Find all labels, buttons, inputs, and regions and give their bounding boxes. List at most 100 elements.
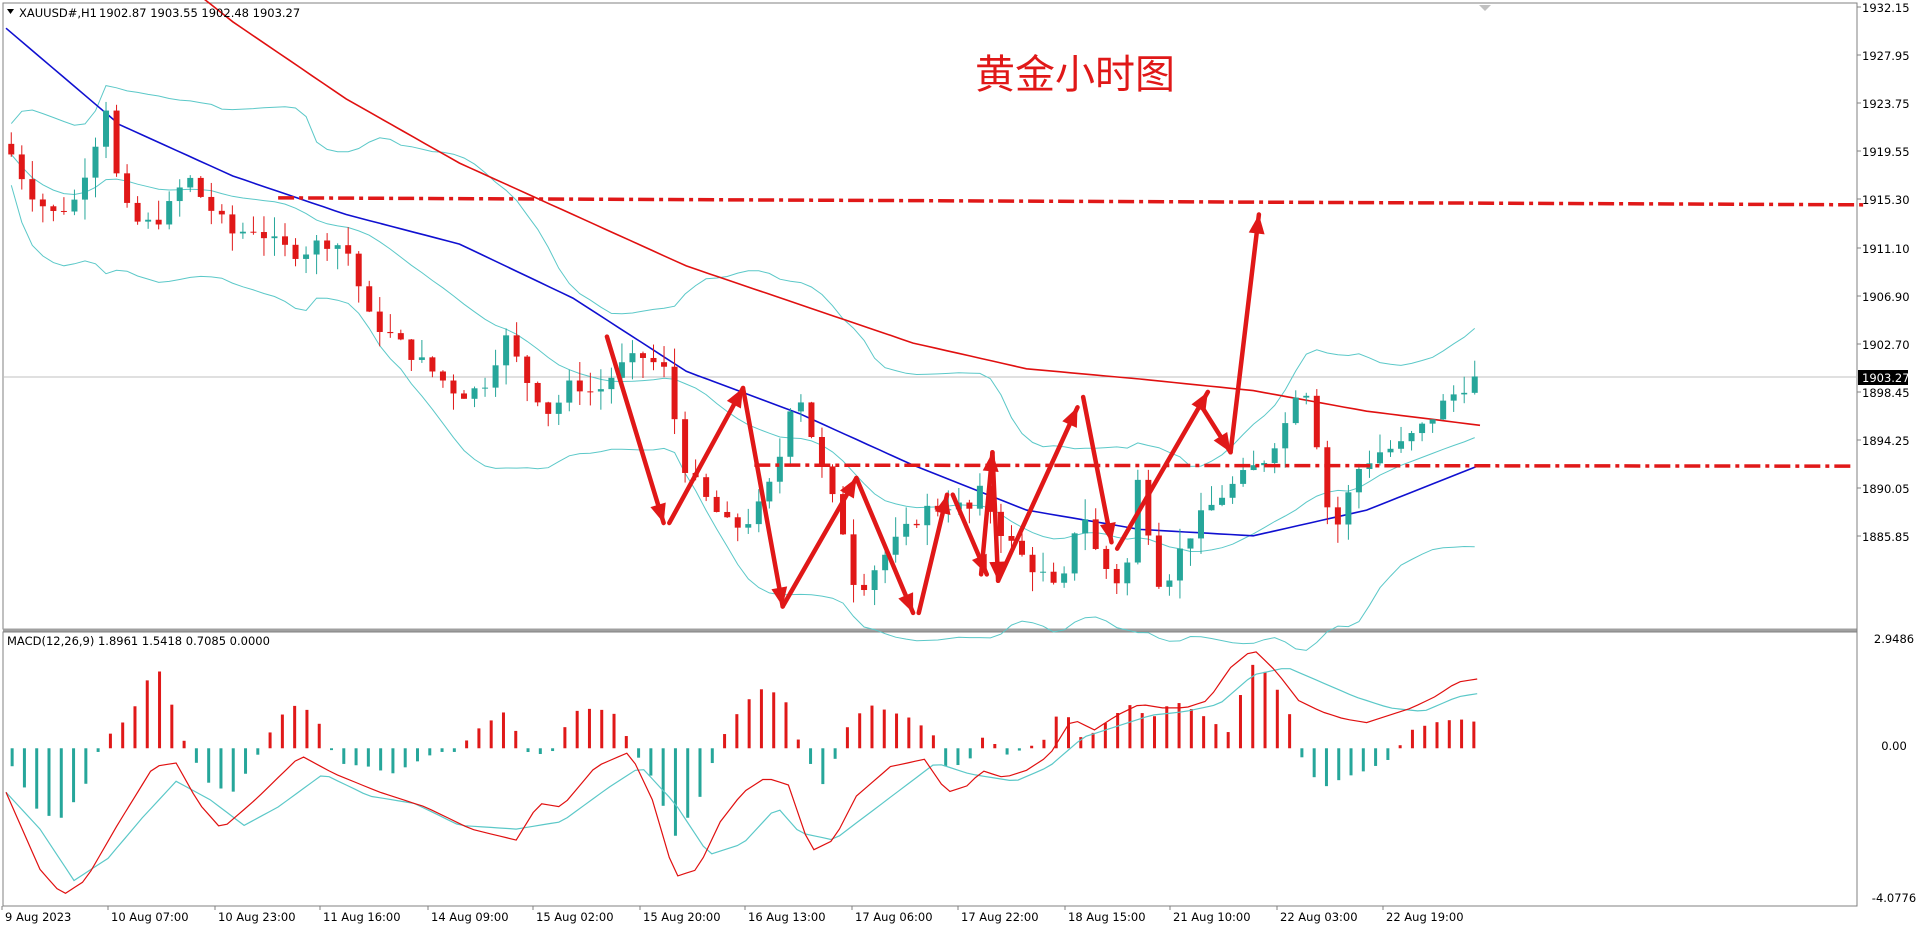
candle-body bbox=[903, 523, 910, 537]
candle-body bbox=[1334, 507, 1341, 525]
macd-frame bbox=[2, 631, 1858, 907]
candle-body bbox=[976, 485, 983, 509]
candle-body bbox=[271, 236, 278, 239]
candle-body bbox=[239, 231, 246, 234]
candle-body bbox=[29, 179, 36, 200]
candle-body bbox=[324, 240, 331, 249]
candle-body bbox=[650, 357, 657, 363]
candle-body bbox=[1471, 376, 1478, 393]
candle-body bbox=[450, 380, 457, 394]
trend-arrowhead-icon bbox=[650, 502, 666, 523]
candle-body bbox=[987, 485, 994, 512]
time-axis-labels: 9 Aug 2023 10 Aug 07:00 10 Aug 23:00 11 Aug… bbox=[1, 906, 1464, 924]
candle-body bbox=[671, 366, 678, 420]
candle-body bbox=[1355, 469, 1362, 493]
trend-arrow-line bbox=[1114, 389, 1211, 551]
trend-arrowhead-icon bbox=[1062, 407, 1078, 428]
candle-body bbox=[608, 377, 615, 390]
macd-tick-label: 2.9486 bbox=[1874, 632, 1914, 646]
candle-body bbox=[524, 356, 531, 383]
candle-body bbox=[124, 173, 131, 203]
candle-body bbox=[1440, 400, 1447, 420]
candle-body bbox=[1250, 465, 1257, 471]
candle-body bbox=[334, 245, 341, 249]
macd-axis-labels: 2.9486 0.00 -4.0776 bbox=[1872, 632, 1916, 905]
candle-body bbox=[39, 199, 46, 207]
price-tick-label: 1911.10 bbox=[1862, 242, 1910, 256]
trend-arrow-line bbox=[780, 475, 859, 609]
candle-body bbox=[566, 380, 573, 403]
time-tick-label: 10 Aug 07:00 bbox=[111, 910, 189, 924]
candle-body bbox=[50, 206, 57, 211]
zigzag-arrows bbox=[604, 212, 1265, 616]
candle-body bbox=[292, 244, 299, 259]
candle-body bbox=[1208, 504, 1215, 511]
candle-body bbox=[1166, 580, 1173, 587]
macd-label: MACD(12,26,9) 1.8961 1.5418 0.7085 0.000… bbox=[7, 634, 270, 648]
candle-body bbox=[345, 245, 352, 254]
trend-arrow-line bbox=[990, 450, 1001, 584]
candle-body bbox=[1092, 519, 1099, 549]
candle-body bbox=[1229, 483, 1236, 498]
candle-body bbox=[81, 177, 88, 200]
candle-body bbox=[113, 110, 120, 174]
main-chart-frame bbox=[2, 2, 1858, 630]
candle-body bbox=[861, 584, 868, 591]
candle-body bbox=[313, 240, 320, 255]
candle-body bbox=[966, 502, 973, 509]
price-tick-label: 1894.25 bbox=[1862, 434, 1910, 448]
candle-body bbox=[18, 154, 25, 180]
ma-fast-line bbox=[5, 27, 1481, 537]
candle-body bbox=[439, 371, 446, 381]
candle-body bbox=[808, 402, 815, 437]
resistance-line-upper bbox=[278, 196, 1868, 207]
candle-body bbox=[682, 419, 689, 473]
candle-body bbox=[1240, 470, 1247, 484]
candle-body bbox=[1134, 479, 1141, 563]
candle-body bbox=[1450, 394, 1457, 401]
candle-body bbox=[776, 456, 783, 482]
candle-body bbox=[713, 496, 720, 512]
trend-arrowhead-icon bbox=[839, 477, 857, 499]
candle-body bbox=[197, 177, 204, 197]
price-tick-label: 1923.75 bbox=[1862, 97, 1910, 111]
candle-body bbox=[724, 511, 731, 518]
candle-body bbox=[1376, 452, 1383, 464]
candle-body bbox=[818, 436, 825, 467]
candle-body bbox=[387, 331, 394, 334]
bollinger-middle bbox=[10, 154, 1475, 553]
candle-body bbox=[576, 380, 583, 392]
trend-arrow-line bbox=[667, 385, 746, 526]
trend-arrow-line bbox=[916, 492, 950, 616]
bollinger-bands bbox=[10, 85, 1476, 651]
candle-body bbox=[1419, 423, 1426, 434]
candle-body bbox=[260, 232, 267, 239]
candle-body bbox=[1271, 448, 1278, 463]
candle-body bbox=[1429, 419, 1436, 424]
candle-body bbox=[545, 402, 552, 414]
symbol-dropdown-icon[interactable] bbox=[7, 9, 14, 14]
time-tick-label: 11 Aug 16:00 bbox=[323, 910, 401, 924]
candle-body bbox=[1050, 571, 1057, 583]
candle-body bbox=[1387, 448, 1394, 453]
candle-body bbox=[1145, 479, 1152, 536]
time-tick-label: 10 Aug 23:00 bbox=[218, 910, 296, 924]
candle-body bbox=[1124, 562, 1131, 584]
time-tick-label: 18 Aug 15:00 bbox=[1068, 910, 1146, 924]
candle-body bbox=[587, 391, 594, 393]
candle-body bbox=[92, 146, 99, 178]
candle-body bbox=[492, 365, 499, 388]
trend-arrow-line bbox=[604, 334, 666, 526]
ma-slow-line bbox=[204, 0, 1481, 427]
scroll-marker-icon[interactable] bbox=[1479, 5, 1491, 11]
candle-body bbox=[734, 517, 741, 528]
time-tick-label: 17 Aug 22:00 bbox=[961, 910, 1039, 924]
resistance-levels bbox=[278, 196, 1868, 468]
candle-body bbox=[840, 494, 847, 535]
candle-body bbox=[1103, 548, 1110, 569]
candle-body bbox=[1113, 568, 1120, 584]
candle-body bbox=[60, 210, 67, 212]
candle-body bbox=[229, 214, 236, 234]
candle-body bbox=[166, 201, 173, 225]
